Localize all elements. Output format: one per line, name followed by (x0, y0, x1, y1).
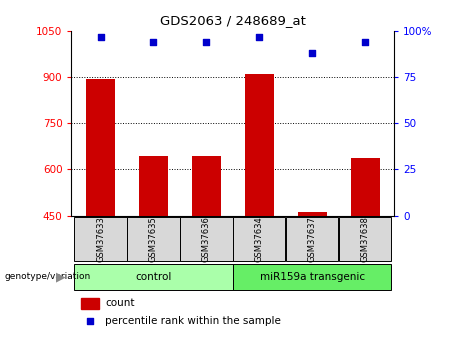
Bar (74, 217, 127, 261)
Text: GSM37633: GSM37633 (96, 216, 105, 262)
Bar (192, 156, 221, 216)
Bar (180, 217, 232, 261)
Bar (286, 217, 338, 261)
Text: GSM37634: GSM37634 (255, 216, 264, 262)
Point (396, 218, 404, 224)
Bar (139, 156, 168, 216)
Point (203, 39, 210, 45)
Bar (233, 217, 285, 261)
Text: GSM37636: GSM37636 (202, 216, 211, 262)
Text: percentile rank within the sample: percentile rank within the sample (105, 316, 281, 326)
Text: miR159a transgenic: miR159a transgenic (260, 272, 365, 282)
Bar (339, 217, 391, 261)
Point (308, 50, 316, 56)
Point (255, 34, 263, 39)
Point (361, 39, 369, 45)
Bar (127, 217, 180, 261)
Text: GSM37635: GSM37635 (149, 216, 158, 262)
Title: GDS2063 / 248689_at: GDS2063 / 248689_at (160, 14, 306, 27)
Point (97, 34, 104, 39)
Bar (233, 264, 391, 290)
Text: GSM37638: GSM37638 (361, 216, 370, 262)
Bar (350, 158, 379, 216)
Text: GSM37637: GSM37637 (307, 216, 317, 262)
Bar (81, 298, 99, 309)
Text: ▶: ▶ (56, 270, 65, 283)
Text: genotype/variation: genotype/variation (5, 272, 91, 282)
Bar (245, 74, 274, 216)
Text: control: control (135, 272, 171, 282)
Text: count: count (105, 298, 135, 308)
Bar (74, 264, 232, 290)
Bar (298, 212, 327, 216)
Bar (86, 79, 115, 216)
Point (150, 39, 157, 45)
